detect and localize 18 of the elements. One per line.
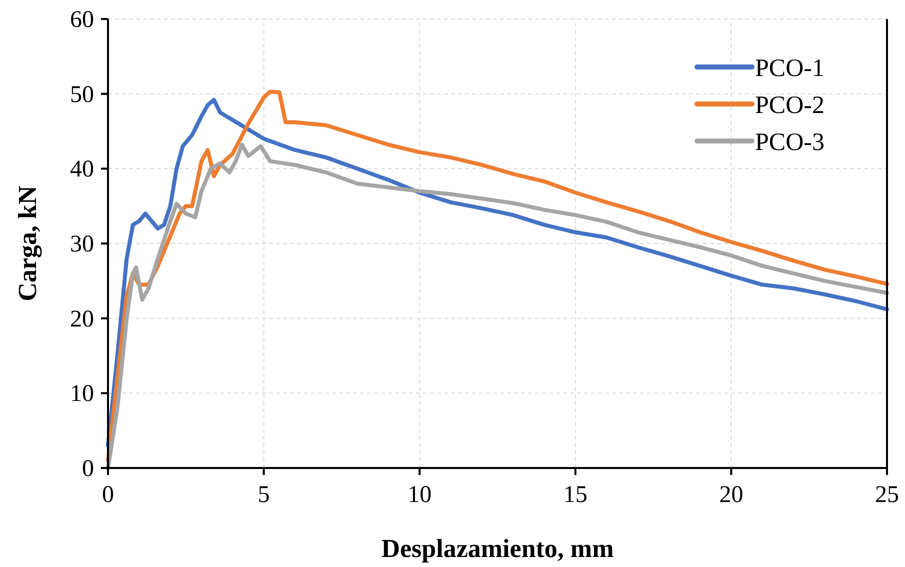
x-tick-label: 10 xyxy=(408,482,432,508)
y-tick-label: 20 xyxy=(70,306,94,332)
legend-label: PCO-2 xyxy=(755,92,824,119)
y-axis-title: Carga, kN xyxy=(13,186,42,302)
x-tick-label: 25 xyxy=(875,482,899,508)
x-axis-title: Desplazamiento, mm xyxy=(381,534,614,563)
y-tick-label: 10 xyxy=(70,381,94,408)
x-tick-label: 20 xyxy=(719,482,744,508)
y-tick-label: 50 xyxy=(70,82,94,108)
legend-label: PCO-1 xyxy=(755,55,824,82)
y-tick-label: 40 xyxy=(70,156,94,183)
legend-label: PCO-3 xyxy=(755,129,824,156)
x-tick-label: 5 xyxy=(258,482,270,508)
y-tick-label: 30 xyxy=(70,232,94,258)
x-tick-label: 0 xyxy=(102,482,114,508)
y-tick-label: 60 xyxy=(70,7,94,33)
x-tick-label: 15 xyxy=(563,482,588,508)
y-tick-label: 0 xyxy=(82,456,94,482)
